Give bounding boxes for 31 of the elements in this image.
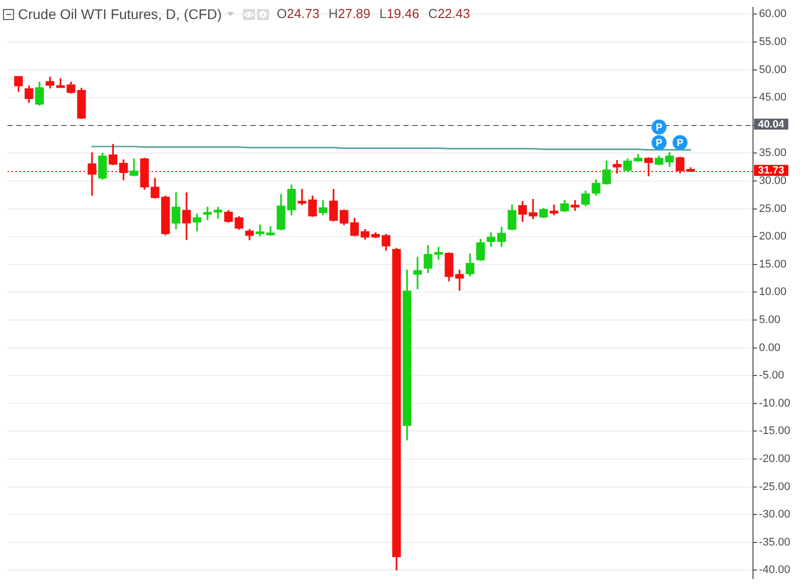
ref-line-label: 31.73 bbox=[758, 164, 784, 177]
y-tick-label: -25.00 bbox=[759, 480, 790, 493]
y-tick-label: 60.00 bbox=[759, 8, 787, 20]
y-tick-label: -5.00 bbox=[759, 370, 784, 382]
y-tick-label: 5.00 bbox=[759, 314, 780, 326]
y-tick-label: 50.00 bbox=[759, 64, 787, 76]
y-tick-label: 35.00 bbox=[759, 147, 787, 160]
y-tick-label: 0.00 bbox=[759, 342, 780, 354]
y-tick-label: 15.00 bbox=[759, 258, 787, 270]
y-tick-label: 55.00 bbox=[759, 36, 787, 48]
y-tick-label: -20.00 bbox=[759, 452, 790, 465]
chart-subtitle: O24.73 H27.89 L19.46 C22.43 bbox=[276, 6, 470, 21]
candlestick bbox=[570, 200, 580, 211]
candlestick bbox=[413, 256, 422, 290]
y-tick-label: -30.00 bbox=[759, 508, 790, 521]
ref-line-label: 40.04 bbox=[758, 118, 784, 131]
data-label: P bbox=[656, 138, 663, 149]
y-tick-label: -15.00 bbox=[759, 425, 790, 438]
y-tick-label: 20.00 bbox=[759, 230, 787, 243]
y-tick-label: 10.00 bbox=[759, 286, 787, 298]
y-tick-label: -40.00 bbox=[759, 564, 790, 576]
y-tick-label: -10.00 bbox=[759, 397, 790, 410]
y-tick-label: -35.00 bbox=[759, 536, 790, 548]
candlestick bbox=[612, 160, 622, 174]
y-tick-label: 45.00 bbox=[759, 92, 787, 104]
data-label: P bbox=[656, 122, 663, 134]
y-tick-label: 30.00 bbox=[759, 175, 787, 187]
data-label: P bbox=[676, 138, 684, 149]
candlestick bbox=[88, 152, 96, 196]
y-tick-label: 25.00 bbox=[759, 202, 787, 215]
chart-title: Crude Oil WTI Futures, D, (CFD) bbox=[18, 5, 222, 23]
